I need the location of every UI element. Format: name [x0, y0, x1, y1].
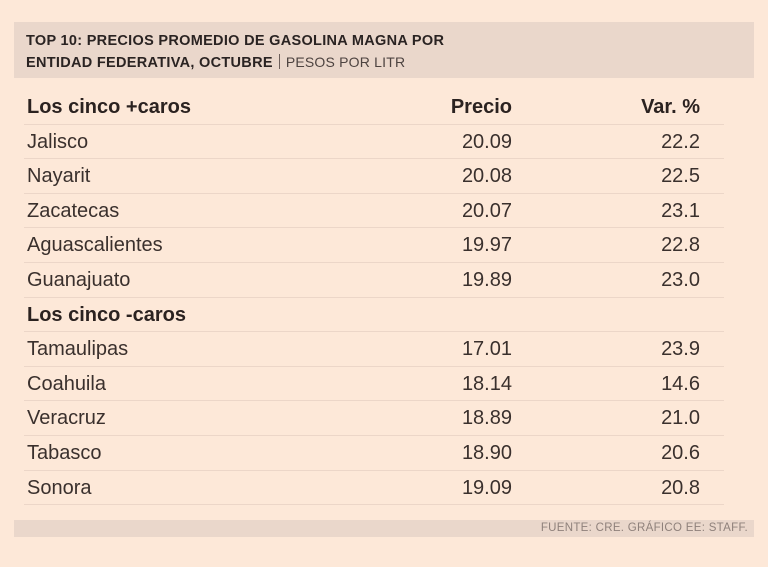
table-row: Jalisco 20.09 22.2	[24, 125, 724, 160]
section-label: Los cinco -caros	[27, 303, 186, 326]
state-name: Jalisco	[27, 130, 89, 153]
variation-value: 20.6	[661, 441, 700, 464]
state-name: Veracruz	[27, 407, 106, 430]
variation-value: 22.5	[661, 165, 700, 188]
variation-value: 14.6	[661, 372, 700, 395]
column-header-var: Var. %	[641, 96, 700, 118]
state-name: Zacatecas	[27, 199, 120, 222]
price-value: 18.90	[461, 441, 512, 464]
state-name: Tamaulipas	[27, 338, 129, 361]
chart-header: TOP 10: PRECIOS PROMEDIO DE GASOLINA MAG…	[14, 22, 754, 78]
table-row: Tamaulipas 17.01 23.9	[24, 332, 724, 367]
state-name: Aguascalientes	[27, 234, 163, 257]
price-value: 20.09	[461, 130, 512, 153]
chart-title-line-1: TOP 10: PRECIOS PROMEDIO DE GASOLINA MAG…	[26, 33, 445, 49]
state-name: Sonora	[27, 476, 92, 499]
section-row-cheapest: Los cinco -caros	[24, 298, 724, 333]
chart-title-line-2: ENTIDAD FEDERATIVA, OCTUBRE PESOS POR LIT…	[26, 52, 742, 74]
table-row: Veracruz 18.89 21.0	[24, 401, 724, 436]
price-value: 18.89	[461, 407, 512, 430]
variation-value: 23.1	[661, 199, 700, 222]
variation-value: 22.2	[661, 130, 700, 153]
state-name: Tabasco	[27, 441, 102, 464]
variation-value: 23.9	[661, 338, 700, 361]
price-value: 19.97	[461, 234, 512, 257]
table-row: Zacatecas 20.07 23.1	[24, 194, 724, 229]
table-row: Guanajuato 19.89 23.0	[24, 263, 724, 298]
variation-value: 20.8	[661, 476, 700, 499]
variation-value: 23.0	[661, 268, 700, 291]
header-divider	[278, 54, 280, 69]
table-row: Coahuila 18.14 14.6	[24, 367, 724, 402]
price-value: 20.07	[461, 199, 512, 222]
state-name: Guanajuato	[27, 268, 131, 291]
price-value: 20.08	[461, 165, 512, 188]
price-value: 19.09	[461, 476, 512, 499]
table-row: Sonora 19.09 20.8	[24, 471, 724, 506]
price-value: 19.89	[461, 268, 512, 291]
price-value: 17.01	[461, 338, 512, 361]
table-header-row: Los cinco +caros Precio Var. %	[24, 90, 724, 125]
variation-value: 22.8	[661, 234, 700, 257]
price-value: 18.14	[461, 372, 512, 395]
footer-bar: FUENTE: CRE. GRÁFICO EE: STAFF.	[14, 520, 754, 537]
table-row: Aguascalientes 19.97 22.8	[24, 228, 724, 263]
table-row: Tabasco 18.90 20.6	[24, 436, 724, 471]
price-table: Los cinco +caros Precio Var. % Jalisco 2…	[24, 90, 724, 506]
source-credit: FUENTE: CRE. GRÁFICO EE: STAFF.	[540, 522, 748, 534]
variation-value: 21.0	[661, 407, 700, 430]
chart-unit: PESOS POR LITR	[285, 54, 406, 70]
state-name: Nayarit	[27, 165, 91, 188]
table-row: Nayarit 20.08 22.5	[24, 159, 724, 194]
column-header-state: Los cinco +caros	[27, 96, 191, 118]
state-name: Coahuila	[27, 372, 106, 395]
chart-title-line-2-text: ENTIDAD FEDERATIVA, OCTUBRE	[26, 55, 273, 71]
column-header-precio: Precio	[450, 96, 512, 118]
